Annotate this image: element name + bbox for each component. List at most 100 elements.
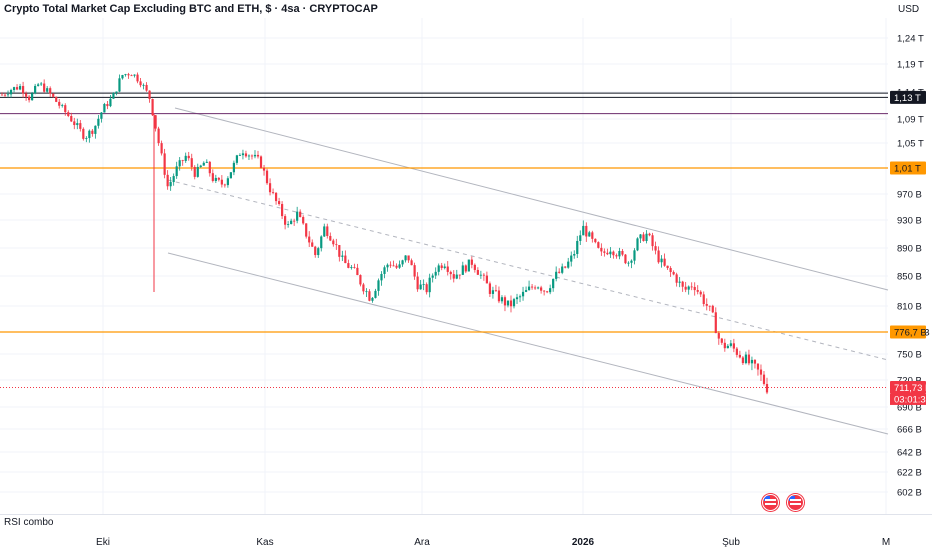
level-price-tag: 1,01 T (890, 161, 926, 175)
candle (127, 72, 130, 79)
candle (184, 152, 187, 163)
candle (627, 261, 630, 267)
price-axis-label: 890 B (897, 244, 922, 255)
candle (362, 282, 365, 295)
candle (356, 263, 359, 276)
candle (12, 86, 16, 93)
candle (280, 201, 284, 220)
price-axis-label: 850 B (897, 272, 922, 283)
candle (720, 337, 723, 345)
candle (226, 176, 229, 188)
candle (699, 290, 702, 298)
candle (187, 151, 190, 161)
candle (229, 172, 232, 179)
candle (729, 340, 732, 348)
candle (494, 284, 498, 292)
candle (293, 218, 296, 226)
candle (702, 291, 705, 307)
candle (588, 230, 591, 237)
candle (314, 245, 317, 258)
candle (202, 161, 205, 166)
candle (756, 363, 760, 376)
candle (21, 81, 25, 98)
candle (723, 338, 726, 352)
grid (0, 18, 888, 514)
candle (112, 92, 115, 99)
indicator-panel[interactable] (0, 514, 932, 537)
candle (386, 263, 389, 272)
candle (615, 253, 618, 259)
candle (217, 177, 220, 182)
candle (145, 82, 148, 92)
time-axis-label: Kas (256, 537, 274, 548)
candle (726, 344, 729, 349)
candle (326, 223, 329, 239)
candle (284, 214, 287, 230)
candle (672, 270, 675, 276)
price-axis-label: 750 B (897, 350, 922, 361)
candle (172, 173, 175, 186)
candle (211, 169, 214, 183)
candle (109, 94, 112, 108)
candle (223, 183, 226, 188)
chart-title: Crypto Total Market Cap Excluding BTC an… (4, 3, 378, 15)
candle (139, 77, 142, 88)
candle (256, 150, 260, 159)
indicator-label[interactable]: RSI combo (4, 517, 54, 528)
candle (591, 230, 594, 243)
candle (546, 290, 549, 294)
candle (374, 288, 377, 299)
candle (485, 271, 489, 284)
candle (311, 239, 314, 247)
price-axis-label: 1,05 T (897, 139, 924, 150)
time-axis-label: M (881, 537, 891, 548)
candle (422, 279, 425, 291)
candle (79, 120, 82, 132)
candle (449, 270, 452, 280)
candle (308, 231, 311, 248)
candle (512, 297, 516, 309)
candle (169, 177, 172, 191)
candle (235, 154, 239, 165)
candle (762, 371, 766, 386)
candle (741, 355, 745, 365)
candle (633, 248, 636, 265)
candle (738, 350, 741, 359)
price-axis-label: 622 B (897, 468, 922, 479)
candle (537, 286, 540, 290)
candle (383, 265, 386, 279)
candle (521, 286, 525, 301)
candle (196, 163, 199, 178)
candle (299, 209, 302, 218)
candle (64, 103, 67, 116)
candle (142, 83, 145, 90)
candle (389, 261, 392, 268)
candle (470, 256, 473, 269)
candle (612, 250, 615, 259)
candle (103, 102, 106, 113)
svg-text:776,7 B: 776,7 B (894, 328, 927, 339)
candle (576, 235, 579, 259)
candle (205, 159, 208, 164)
candle (290, 218, 293, 225)
candle (157, 126, 160, 146)
us-flag-icon[interactable] (762, 494, 779, 511)
candle (166, 170, 169, 190)
candle (618, 247, 621, 260)
time-axis-label: Ara (414, 537, 430, 548)
candle (100, 111, 103, 123)
candle (277, 197, 281, 206)
candle (506, 300, 510, 308)
candle (561, 263, 564, 275)
candle (518, 294, 522, 303)
candle (735, 346, 738, 358)
price-chart[interactable]: 1,24 T1,19 T1,14 T1,09 T1,05 T1,01 T970 … (0, 0, 932, 514)
candle (678, 277, 681, 288)
candle (594, 238, 597, 244)
us-flag-icon[interactable] (787, 494, 804, 511)
candle (121, 74, 124, 80)
price-axis-label: 930 B (897, 216, 922, 227)
currency-label[interactable]: USD (898, 4, 920, 15)
candle (476, 267, 479, 275)
candle (377, 278, 380, 296)
